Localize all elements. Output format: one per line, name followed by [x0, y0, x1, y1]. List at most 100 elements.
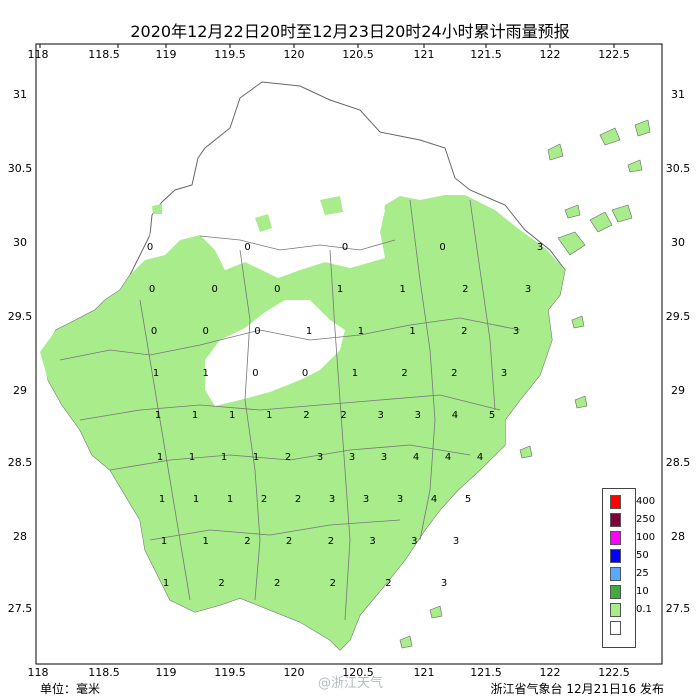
forecast-value: 1 — [192, 410, 198, 421]
forecast-value: 2 — [461, 326, 467, 337]
forecast-value: 3 — [363, 494, 369, 505]
forecast-value: 3 — [537, 242, 543, 253]
lon-label-bottom: 118 — [28, 666, 49, 679]
legend-label: 10 — [636, 586, 649, 597]
forecast-value: 0 — [151, 326, 157, 337]
forecast-value: 0 — [439, 242, 445, 253]
forecast-value: 1 — [400, 284, 406, 295]
forecast-value: 1 — [159, 494, 165, 505]
green-spot — [152, 204, 162, 214]
forecast-value: 2 — [286, 536, 292, 547]
lat-label-right: 30 — [671, 236, 685, 249]
forecast-values: 0 0 0 0 3 0 0 0 1 1 2 3 0 0 0 1 1 1 2 3 1 1 0 0 1 2 2 3 1 1 1 1 2 2 3 3 4 5 1 1… — [147, 242, 543, 589]
forecast-value: 3 — [411, 536, 417, 547]
forecast-value: 2 — [244, 536, 250, 547]
forecast-value: 3 — [329, 494, 335, 505]
forecast-value: 1 — [157, 452, 163, 463]
islands — [399, 119, 651, 649]
forecast-value: 2 — [385, 578, 391, 589]
forecast-value: 2 — [303, 410, 309, 421]
forecast-value: 1 — [163, 578, 169, 589]
forecast-value: 2 — [218, 578, 224, 589]
forecast-value: 2 — [340, 410, 346, 421]
legend-label: 400 — [636, 496, 656, 507]
forecast-value: 1 — [306, 326, 312, 337]
forecast-value: 3 — [369, 536, 375, 547]
legend-item: 25 — [607, 567, 649, 584]
lat-label-right: 29.5 — [666, 310, 691, 323]
forecast-value: 2 — [295, 494, 301, 505]
forecast-value: 1 — [203, 368, 209, 379]
forecast-value: 2 — [261, 494, 267, 505]
forecast-value: 3 — [381, 452, 387, 463]
lon-label-top: 118.5 — [88, 48, 120, 61]
lat-label-left: 30 — [13, 236, 27, 249]
lon-label-bottom: 120.5 — [342, 666, 374, 679]
forecast-value: 0 — [244, 242, 250, 253]
forecast-value: 0 — [254, 326, 260, 337]
green-spot — [320, 196, 343, 215]
lon-label-bottom: 119.5 — [214, 666, 246, 679]
lon-label-bottom: 121.5 — [470, 666, 502, 679]
lat-label-right: 31 — [671, 88, 685, 101]
forecast-value: 3 — [441, 578, 447, 589]
forecast-value: 1 — [266, 410, 272, 421]
forecast-value: 3 — [415, 410, 421, 421]
dry-patch-central — [205, 300, 345, 406]
forecast-value: 3 — [378, 410, 384, 421]
legend-item: 250 — [607, 513, 655, 530]
forecast-value: 1 — [409, 326, 415, 337]
lat-label-right: 28.5 — [666, 456, 691, 469]
lon-label-bottom: 120 — [284, 666, 305, 679]
lon-label-top: 120 — [284, 48, 305, 61]
legend-item: 400 — [607, 495, 655, 512]
lat-label-right: 27.5 — [666, 602, 691, 615]
forecast-value: 0 — [147, 242, 153, 253]
unit-label: 单位：毫米 — [40, 682, 101, 696]
forecast-value: 2 — [462, 284, 468, 295]
lon-label-top: 122 — [540, 48, 561, 61]
lon-label-top: 120.5 — [342, 48, 374, 61]
forecast-value: 1 — [203, 536, 209, 547]
county-boundaries — [59, 199, 521, 621]
legend-label: 50 — [636, 550, 649, 561]
forecast-value: 1 — [193, 494, 199, 505]
legend-swatch — [610, 567, 621, 581]
lat-label-right: 29 — [671, 384, 685, 397]
lon-label-bottom: 119 — [156, 666, 177, 679]
lat-label-left: 28 — [13, 530, 27, 543]
axis-ticks — [39, 44, 615, 48]
forecast-value: 5 — [489, 410, 495, 421]
lat-label-left: 28.5 — [8, 456, 33, 469]
legend-item: 100 — [607, 531, 655, 548]
forecast-value: 1 — [229, 410, 235, 421]
forecast-value: 2 — [330, 578, 336, 589]
forecast-value: 1 — [358, 326, 364, 337]
forecast-value: 1 — [337, 284, 343, 295]
legend-swatch — [610, 531, 621, 545]
forecast-value: 2 — [274, 578, 280, 589]
forecast-value: 4 — [452, 410, 458, 421]
forecast-value: 3 — [349, 452, 355, 463]
lon-label-top: 122.5 — [598, 48, 630, 61]
forecast-value: 2 — [285, 452, 291, 463]
legend-label: 0.1 — [636, 604, 652, 615]
forecast-value: 3 — [525, 284, 531, 295]
legend-swatch — [610, 603, 621, 617]
dry-patch-north — [145, 190, 385, 278]
forecast-value: 4 — [413, 452, 419, 463]
forecast-value: 1 — [153, 368, 159, 379]
forecast-value: 1 — [221, 452, 227, 463]
forecast-value: 0 — [302, 368, 308, 379]
forecast-value: 0 — [212, 284, 218, 295]
issuer-label: 浙江省气象台 12月21日16 发布 — [490, 682, 664, 696]
forecast-value: 2 — [451, 368, 457, 379]
forecast-value: 5 — [465, 494, 471, 505]
map-title: 2020年12月22日20时至12月23日20时24小时累计雨量预报 — [130, 22, 570, 41]
legend-swatch — [610, 585, 621, 599]
forecast-value: 0 — [149, 284, 155, 295]
lat-label-right: 30.5 — [666, 162, 691, 175]
legend-label: 25 — [636, 568, 649, 579]
forecast-value: 1 — [227, 494, 233, 505]
legend-swatch — [610, 621, 621, 635]
